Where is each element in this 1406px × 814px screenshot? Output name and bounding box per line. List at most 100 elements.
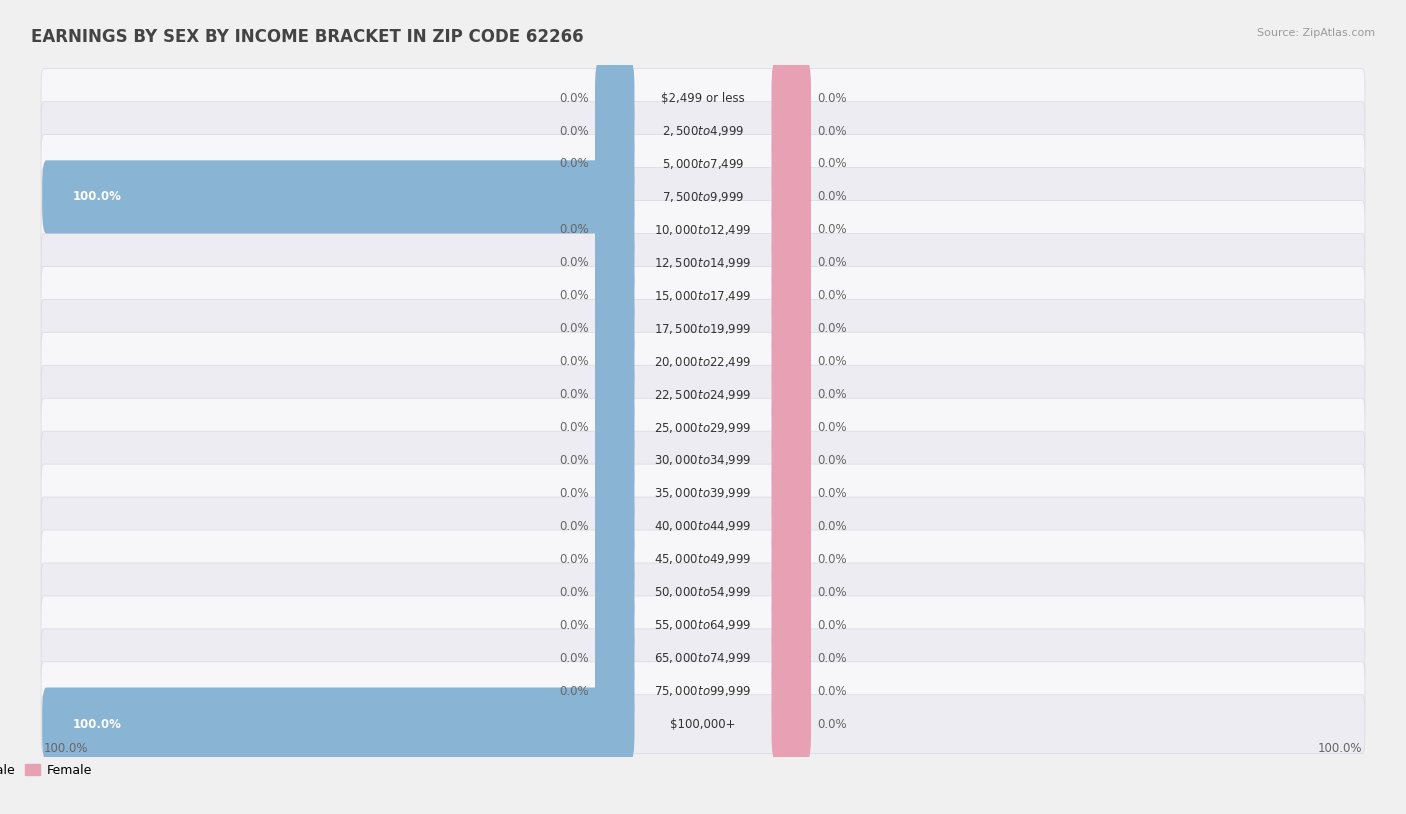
Text: 0.0%: 0.0% (560, 125, 589, 138)
Text: 0.0%: 0.0% (817, 91, 846, 104)
Text: 0.0%: 0.0% (817, 289, 846, 302)
Text: $7,500 to $9,999: $7,500 to $9,999 (662, 190, 744, 204)
Text: 0.0%: 0.0% (817, 487, 846, 500)
Text: $2,500 to $4,999: $2,500 to $4,999 (662, 124, 744, 138)
FancyBboxPatch shape (41, 596, 1365, 654)
FancyBboxPatch shape (41, 398, 1365, 457)
FancyBboxPatch shape (595, 127, 634, 200)
FancyBboxPatch shape (772, 391, 811, 464)
FancyBboxPatch shape (41, 431, 1365, 490)
Text: 0.0%: 0.0% (560, 487, 589, 500)
FancyBboxPatch shape (772, 589, 811, 662)
Text: 100.0%: 100.0% (44, 742, 89, 755)
Text: 0.0%: 0.0% (817, 125, 846, 138)
FancyBboxPatch shape (41, 365, 1365, 424)
FancyBboxPatch shape (772, 160, 811, 234)
FancyBboxPatch shape (772, 292, 811, 365)
FancyBboxPatch shape (772, 94, 811, 168)
Text: $25,000 to $29,999: $25,000 to $29,999 (654, 421, 752, 435)
FancyBboxPatch shape (41, 266, 1365, 325)
Text: $22,500 to $24,999: $22,500 to $24,999 (654, 387, 752, 401)
FancyBboxPatch shape (595, 292, 634, 365)
Text: 0.0%: 0.0% (817, 223, 846, 236)
Text: 0.0%: 0.0% (560, 421, 589, 434)
FancyBboxPatch shape (772, 193, 811, 266)
Text: 0.0%: 0.0% (817, 553, 846, 566)
FancyBboxPatch shape (41, 168, 1365, 226)
Text: $50,000 to $54,999: $50,000 to $54,999 (654, 585, 752, 599)
FancyBboxPatch shape (772, 358, 811, 431)
Text: 0.0%: 0.0% (560, 256, 589, 269)
Text: 0.0%: 0.0% (817, 685, 846, 698)
Text: 0.0%: 0.0% (560, 322, 589, 335)
FancyBboxPatch shape (41, 332, 1365, 391)
Text: $40,000 to $44,999: $40,000 to $44,999 (654, 519, 752, 533)
Text: EARNINGS BY SEX BY INCOME BRACKET IN ZIP CODE 62266: EARNINGS BY SEX BY INCOME BRACKET IN ZIP… (31, 28, 583, 46)
Text: 0.0%: 0.0% (817, 355, 846, 368)
Text: $5,000 to $7,499: $5,000 to $7,499 (662, 157, 744, 171)
Text: 100.0%: 100.0% (1317, 742, 1362, 755)
FancyBboxPatch shape (595, 391, 634, 464)
FancyBboxPatch shape (41, 629, 1365, 688)
FancyBboxPatch shape (595, 94, 634, 168)
Text: 0.0%: 0.0% (560, 553, 589, 566)
FancyBboxPatch shape (595, 424, 634, 497)
Text: 0.0%: 0.0% (817, 256, 846, 269)
Text: 0.0%: 0.0% (560, 652, 589, 665)
FancyBboxPatch shape (595, 457, 634, 530)
Text: 0.0%: 0.0% (817, 718, 846, 731)
FancyBboxPatch shape (772, 654, 811, 728)
Text: $30,000 to $34,999: $30,000 to $34,999 (654, 453, 752, 467)
FancyBboxPatch shape (41, 234, 1365, 292)
Text: $35,000 to $39,999: $35,000 to $39,999 (654, 487, 752, 501)
FancyBboxPatch shape (595, 259, 634, 332)
FancyBboxPatch shape (772, 457, 811, 530)
Text: 0.0%: 0.0% (817, 190, 846, 204)
FancyBboxPatch shape (595, 490, 634, 563)
FancyBboxPatch shape (772, 556, 811, 629)
Text: 0.0%: 0.0% (560, 223, 589, 236)
FancyBboxPatch shape (41, 102, 1365, 160)
Text: $100,000+: $100,000+ (671, 718, 735, 731)
Text: 0.0%: 0.0% (560, 520, 589, 533)
Legend: Male, Female: Male, Female (0, 759, 97, 782)
Text: $65,000 to $74,999: $65,000 to $74,999 (654, 651, 752, 665)
Text: 0.0%: 0.0% (560, 454, 589, 467)
Text: 0.0%: 0.0% (560, 157, 589, 170)
Text: $15,000 to $17,499: $15,000 to $17,499 (654, 289, 752, 303)
FancyBboxPatch shape (595, 358, 634, 431)
Text: 0.0%: 0.0% (560, 388, 589, 401)
Text: 0.0%: 0.0% (817, 586, 846, 599)
Text: $45,000 to $49,999: $45,000 to $49,999 (654, 553, 752, 567)
Text: $20,000 to $22,499: $20,000 to $22,499 (654, 355, 752, 369)
FancyBboxPatch shape (42, 160, 634, 234)
FancyBboxPatch shape (772, 226, 811, 300)
FancyBboxPatch shape (595, 556, 634, 629)
FancyBboxPatch shape (41, 68, 1365, 127)
FancyBboxPatch shape (41, 464, 1365, 523)
FancyBboxPatch shape (772, 325, 811, 398)
Text: 0.0%: 0.0% (817, 388, 846, 401)
FancyBboxPatch shape (772, 688, 811, 760)
Text: 0.0%: 0.0% (817, 652, 846, 665)
Text: $10,000 to $12,499: $10,000 to $12,499 (654, 223, 752, 237)
Text: 0.0%: 0.0% (560, 289, 589, 302)
FancyBboxPatch shape (595, 622, 634, 695)
FancyBboxPatch shape (41, 563, 1365, 622)
Text: 0.0%: 0.0% (817, 421, 846, 434)
FancyBboxPatch shape (595, 523, 634, 596)
Text: 0.0%: 0.0% (560, 91, 589, 104)
FancyBboxPatch shape (772, 490, 811, 563)
FancyBboxPatch shape (595, 62, 634, 134)
Text: 0.0%: 0.0% (560, 586, 589, 599)
Text: $17,500 to $19,999: $17,500 to $19,999 (654, 322, 752, 335)
FancyBboxPatch shape (595, 226, 634, 300)
FancyBboxPatch shape (41, 695, 1365, 754)
Text: 0.0%: 0.0% (817, 619, 846, 632)
FancyBboxPatch shape (772, 523, 811, 596)
Text: $55,000 to $64,999: $55,000 to $64,999 (654, 618, 752, 632)
FancyBboxPatch shape (772, 424, 811, 497)
Text: 0.0%: 0.0% (560, 685, 589, 698)
FancyBboxPatch shape (41, 497, 1365, 556)
Text: 0.0%: 0.0% (817, 322, 846, 335)
